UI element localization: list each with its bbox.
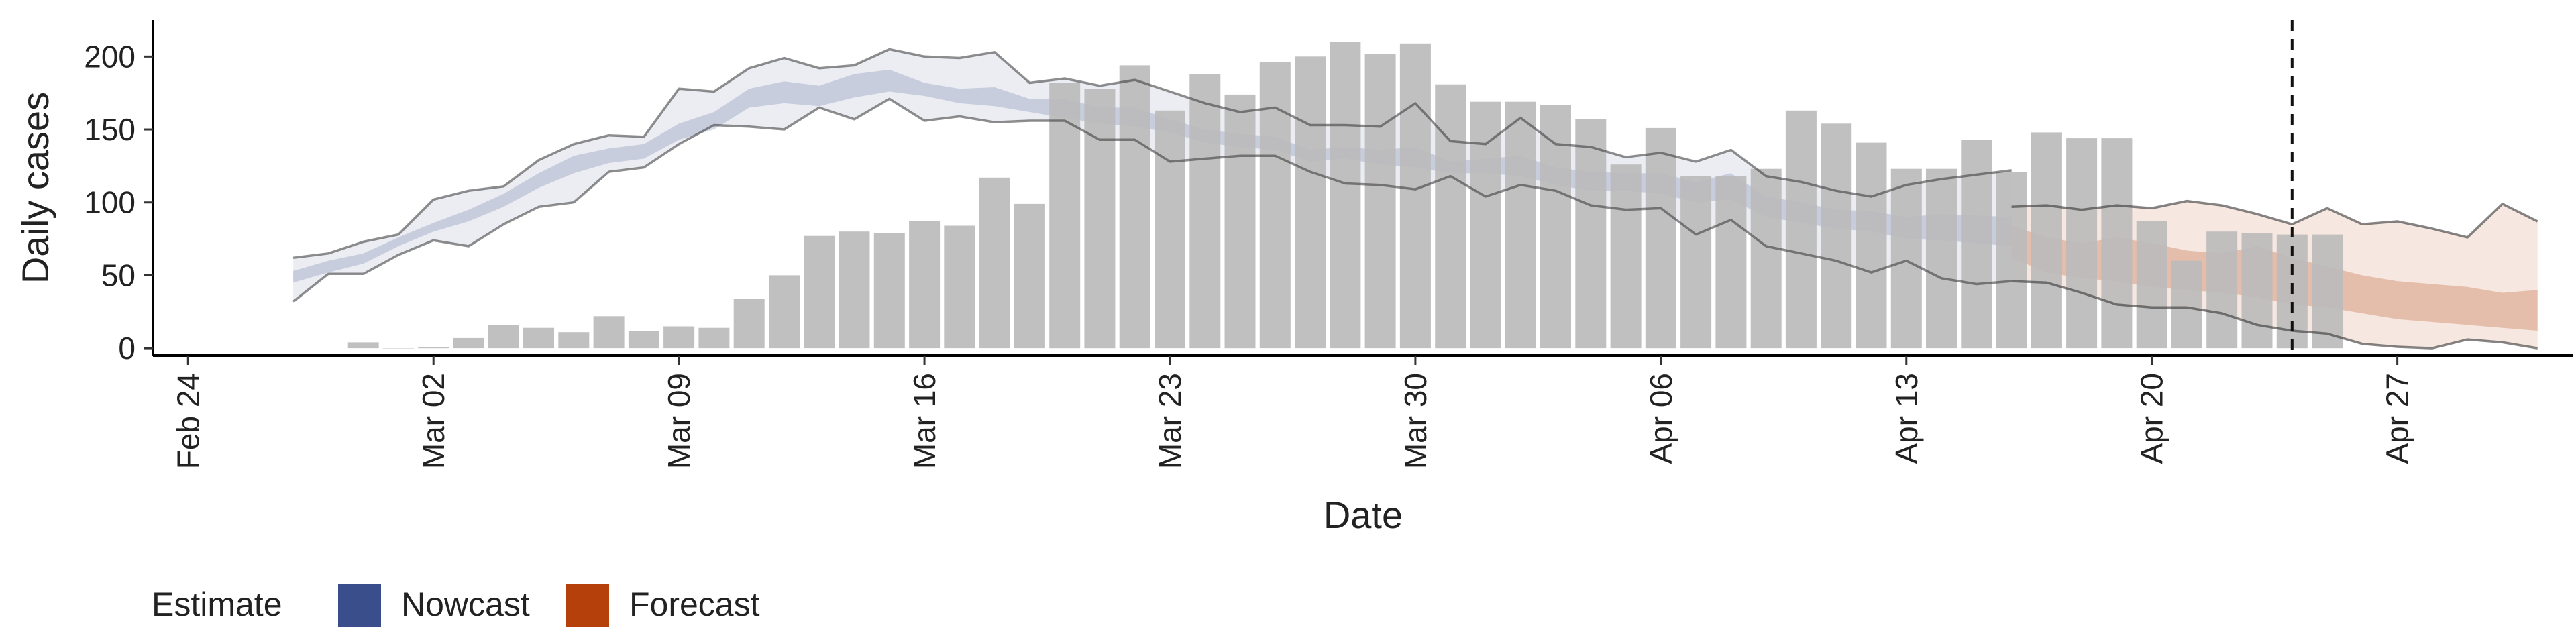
x-tick-label: Apr 27 [2380, 373, 2415, 464]
case-bar [628, 331, 659, 349]
case-bar [769, 275, 800, 349]
x-tick-label: Mar 09 [661, 373, 696, 469]
case-bar [593, 316, 625, 349]
legend-key-forecast [566, 584, 609, 627]
case-bar [2101, 138, 2133, 349]
case-bar [944, 225, 975, 349]
x-tick-label: Mar 16 [907, 373, 942, 469]
case-bar [523, 327, 554, 349]
case-bar [418, 347, 449, 349]
case-bar [698, 327, 730, 349]
case-bar [1961, 140, 1992, 349]
case-bar [2241, 233, 2273, 349]
case-bar [2206, 231, 2238, 349]
case-bar [1750, 168, 1782, 349]
case-bar [453, 337, 484, 349]
case-bar [1505, 101, 1536, 349]
case-bar [1295, 56, 1326, 349]
forecast-upper-line [2011, 199, 2538, 239]
case-bar [1575, 119, 1607, 349]
case-bar [1330, 42, 1361, 349]
y-axis-title: Daily cases [14, 92, 56, 284]
legend: Estimate Nowcast Forecast [152, 584, 760, 627]
x-axis-ticks: Feb 24 Mar 02 Mar 09 Mar 16 Mar 23 Mar 30 Apr … [170, 356, 2415, 469]
legend-key-nowcast [338, 584, 381, 627]
x-tick-label: Apr 13 [1889, 373, 1924, 464]
y-tick-label: 50 [101, 258, 136, 292]
case-bar [1119, 65, 1150, 349]
nowcast-outer-band [293, 49, 2012, 302]
y-axis-ticks: 0 50 100 150 200 [84, 39, 153, 366]
case-bar [1821, 123, 1852, 349]
case-bar [1364, 54, 1396, 349]
x-tick-label: Mar 02 [416, 373, 451, 469]
case-bar [1014, 203, 1045, 349]
case-bar [839, 231, 870, 349]
case-bar [733, 299, 765, 349]
case-bar [1856, 142, 1887, 349]
nowcast-upper-line [292, 48, 2012, 260]
x-tick-label: Apr 06 [1644, 373, 1678, 464]
nowcast-inner-band [293, 69, 2012, 283]
case-bars [347, 42, 2343, 349]
case-bar [488, 325, 519, 349]
case-bar [1996, 172, 2027, 349]
case-bar [2136, 221, 2167, 349]
case-bar [979, 177, 1010, 349]
case-bar [1680, 176, 1712, 349]
case-bar [2066, 138, 2098, 349]
case-bar [1435, 84, 1466, 349]
case-bar [1785, 110, 1817, 349]
case-bar [1715, 176, 1747, 349]
case-bar [1399, 43, 1431, 349]
case-bar [1259, 62, 1291, 349]
case-bar [347, 342, 379, 349]
case-bar [1470, 101, 1501, 349]
case-bar [558, 332, 590, 349]
case-bar [873, 233, 905, 349]
x-tick-label: Mar 23 [1152, 373, 1187, 469]
case-bar [1540, 105, 1571, 349]
x-axis-title: Date [1324, 494, 1403, 536]
case-bar [1049, 83, 1081, 349]
x-tick-label: Feb 24 [170, 373, 205, 469]
interval-lines [292, 48, 2538, 350]
case-bar [2031, 132, 2062, 349]
case-bar [1084, 89, 1116, 349]
y-tick-label: 100 [84, 185, 136, 220]
case-bar [2171, 260, 2202, 349]
case-bar [1890, 168, 1922, 349]
y-tick-label: 0 [118, 331, 136, 366]
x-tick-label: Apr 20 [2135, 373, 2169, 464]
nowcast-lower-line [292, 97, 2012, 303]
case-bar [1645, 127, 1676, 349]
case-bar [804, 235, 835, 349]
case-bar [909, 221, 941, 349]
case-bar [1224, 94, 1256, 349]
case-bar [1155, 110, 1185, 349]
y-tick-label: 150 [84, 112, 136, 147]
x-tick-label: Mar 30 [1398, 373, 1433, 469]
axes [152, 20, 2573, 357]
case-bar [382, 348, 414, 349]
y-tick-label: 200 [84, 39, 136, 74]
case-bar [2312, 234, 2343, 349]
forecast-lower-line [2011, 280, 2538, 350]
legend-label-nowcast: Nowcast [401, 586, 530, 623]
case-bar [663, 326, 695, 349]
case-bar [1926, 168, 1957, 349]
legend-title: Estimate [152, 586, 282, 623]
case-bar [1189, 74, 1221, 349]
case-bar [1610, 164, 1642, 349]
legend-label-forecast: Forecast [629, 586, 760, 623]
